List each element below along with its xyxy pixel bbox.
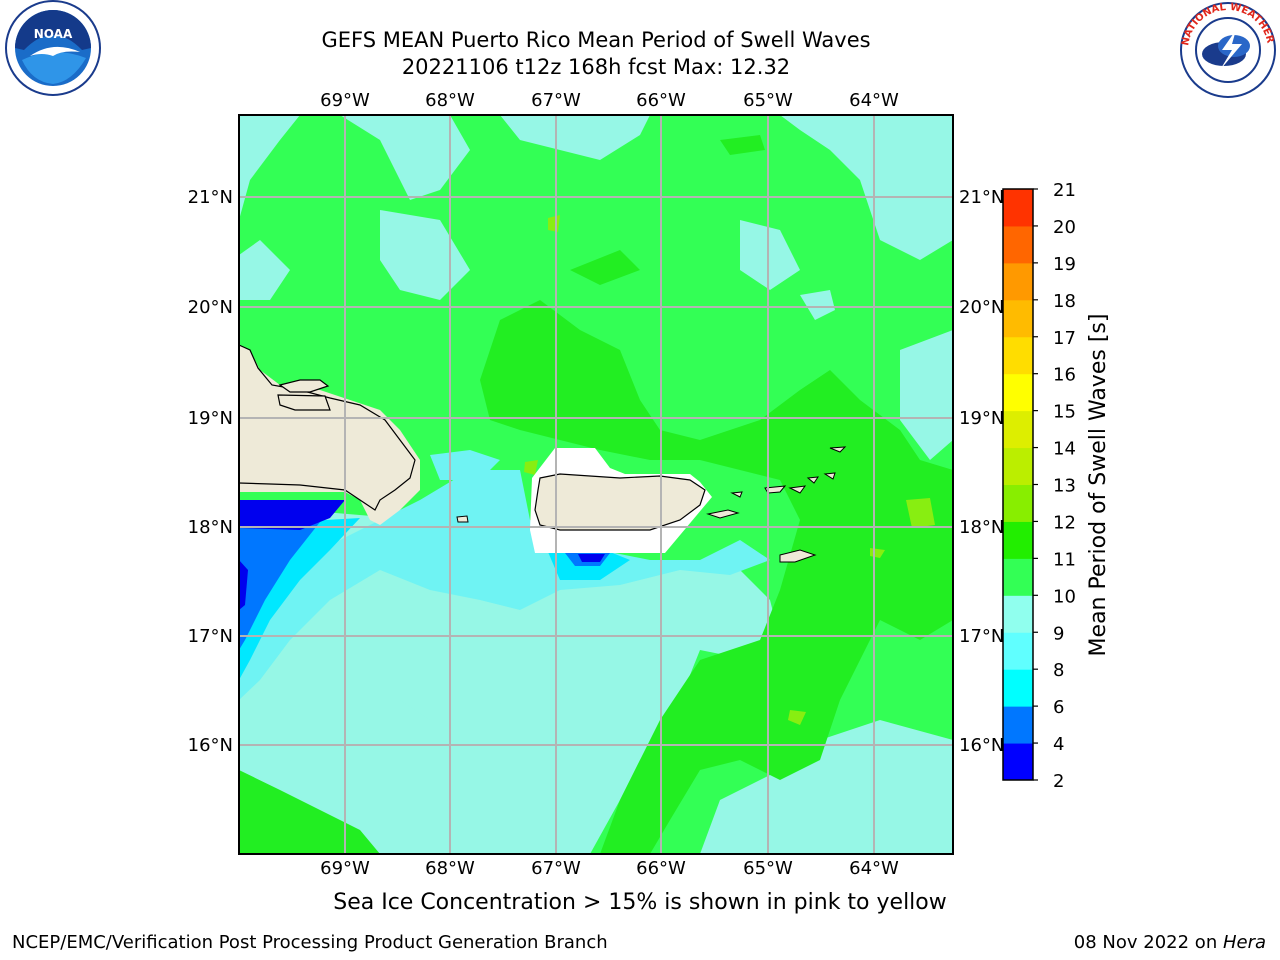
lon-label: 67°W [531, 858, 581, 879]
colorbar-segment [1003, 262, 1033, 301]
footer-date-text: 08 Nov 2022 on [1073, 932, 1223, 953]
colorbar-segment [1003, 743, 1033, 781]
chart-title-line1: GEFS MEAN Puerto Rico Mean Period of Swe… [321, 28, 871, 52]
lat-label: 21°N [959, 187, 1004, 208]
lon-label: 64°W [849, 90, 899, 111]
lat-label: 16°N [959, 735, 1004, 756]
colorbar-segment [1003, 336, 1033, 375]
chart-title-line2: 20221106 t12z 168h fcst Max: 12.32 [401, 55, 791, 79]
swell-period-field [239, 115, 953, 854]
lon-label: 69°W [320, 858, 370, 879]
contour-4-6 [239, 522, 610, 650]
colorbar-tick-label: 13 [1053, 476, 1076, 497]
noaa-logo-icon: NOAA [5, 0, 101, 96]
lat-labels-left: 21°N 20°N 19°N 18°N 17°N 16°N [188, 187, 233, 756]
lat-label: 20°N [959, 297, 1004, 318]
islands-virgin [730, 446, 847, 563]
lon-labels-bottom: 69°W 68°W 67°W 66°W 65°W 64°W [320, 858, 899, 879]
colorbar: 2 4 6 8 9 10 11 12 13 14 15 16 17 18 19 20 21 [1002, 180, 1076, 792]
colorbar-segment [1003, 558, 1033, 596]
colorbar-tick-label: 14 [1053, 439, 1076, 460]
lat-label: 17°N [959, 626, 1004, 647]
lat-label: 19°N [959, 408, 1004, 429]
colorbar-tick-label: 19 [1053, 254, 1076, 275]
colorbar-segment [1003, 595, 1033, 633]
colorbar-segment [1003, 484, 1033, 522]
colorbar-segment [1003, 447, 1033, 485]
footer-host: Hera [1222, 932, 1266, 953]
colorbar-label: Mean Period of Swell Waves [s] [1086, 314, 1111, 657]
contour-11-12 [239, 135, 953, 854]
lon-label: 65°W [743, 90, 793, 111]
contour-10-11 [239, 560, 650, 810]
colorbar-tick-label: 10 [1053, 586, 1076, 607]
colorbar-segment [1003, 189, 1033, 227]
lon-labels-top: 69°W 68°W 67°W 66°W 65°W 64°W [320, 90, 899, 111]
colorbar-segment [1003, 706, 1033, 744]
colorbar-segment [1003, 373, 1033, 412]
contour-9-10 [239, 115, 953, 854]
contour-2-4 [239, 500, 605, 610]
land-puerto-rico-fill [534, 473, 706, 531]
colorbar-tick-label: 4 [1053, 734, 1064, 755]
lon-label: 69°W [320, 90, 370, 111]
colorbar-tick-label: 20 [1053, 217, 1076, 238]
colorbar-tick-label: 9 [1053, 623, 1064, 644]
colorbar-segment [1003, 521, 1033, 559]
contour-8-9 [239, 450, 770, 700]
sea-ice-note: Sea Ice Concentration > 15% is shown in … [333, 890, 947, 915]
lon-label: 66°W [636, 858, 686, 879]
lon-label: 65°W [743, 858, 793, 879]
lat-labels-right: 21°N 20°N 19°N 18°N 17°N 16°N [959, 187, 1004, 756]
colorbar-tick-label: 6 [1053, 697, 1064, 718]
colorbar-segment [1003, 632, 1033, 670]
lat-label: 18°N [188, 517, 233, 538]
map-frame [238, 114, 954, 855]
colorbar-tick-label: 2 [1053, 771, 1064, 792]
footer-date: 08 Nov 2022 on Hera [1074, 932, 1266, 953]
colorbar-segment [1003, 225, 1033, 264]
lon-label: 68°W [425, 858, 475, 879]
footer-credit: NCEP/EMC/Verification Post Processing Pr… [12, 932, 608, 953]
colorbar-tick-label: 8 [1053, 660, 1064, 681]
colorbar-tick-label: 18 [1053, 291, 1076, 312]
map-grid [239, 115, 953, 854]
colorbar-segment [1003, 410, 1033, 449]
colorbar-segment [1003, 299, 1033, 338]
noaa-logo-text: NOAA [34, 27, 73, 41]
lon-label: 68°W [425, 90, 475, 111]
lon-label: 67°W [531, 90, 581, 111]
nws-logo-icon: NATIONAL WEATHER SERVICE [1176, 0, 1276, 98]
island-mona [456, 515, 469, 523]
lon-label: 66°W [636, 90, 686, 111]
colorbar-tick-label: 11 [1053, 549, 1076, 570]
lat-label: 18°N [959, 517, 1004, 538]
colorbar-tick-label: 21 [1053, 180, 1076, 201]
colorbar-segment [1003, 669, 1033, 707]
lat-label: 16°N [188, 735, 233, 756]
lat-label: 20°N [188, 297, 233, 318]
colorbar-tick-label: 15 [1053, 402, 1076, 423]
coastline-hispaniola-bay [277, 379, 331, 411]
lat-label: 19°N [188, 408, 233, 429]
colorbar-tick-label: 17 [1053, 328, 1076, 349]
land-hispaniola [239, 345, 420, 525]
lon-label: 64°W [849, 858, 899, 879]
colorbar-tick-label: 12 [1053, 512, 1076, 533]
colorbar-tick-label: 16 [1053, 365, 1076, 386]
lat-label: 17°N [188, 626, 233, 647]
island-vieques [706, 509, 740, 519]
lat-label: 21°N [188, 187, 233, 208]
